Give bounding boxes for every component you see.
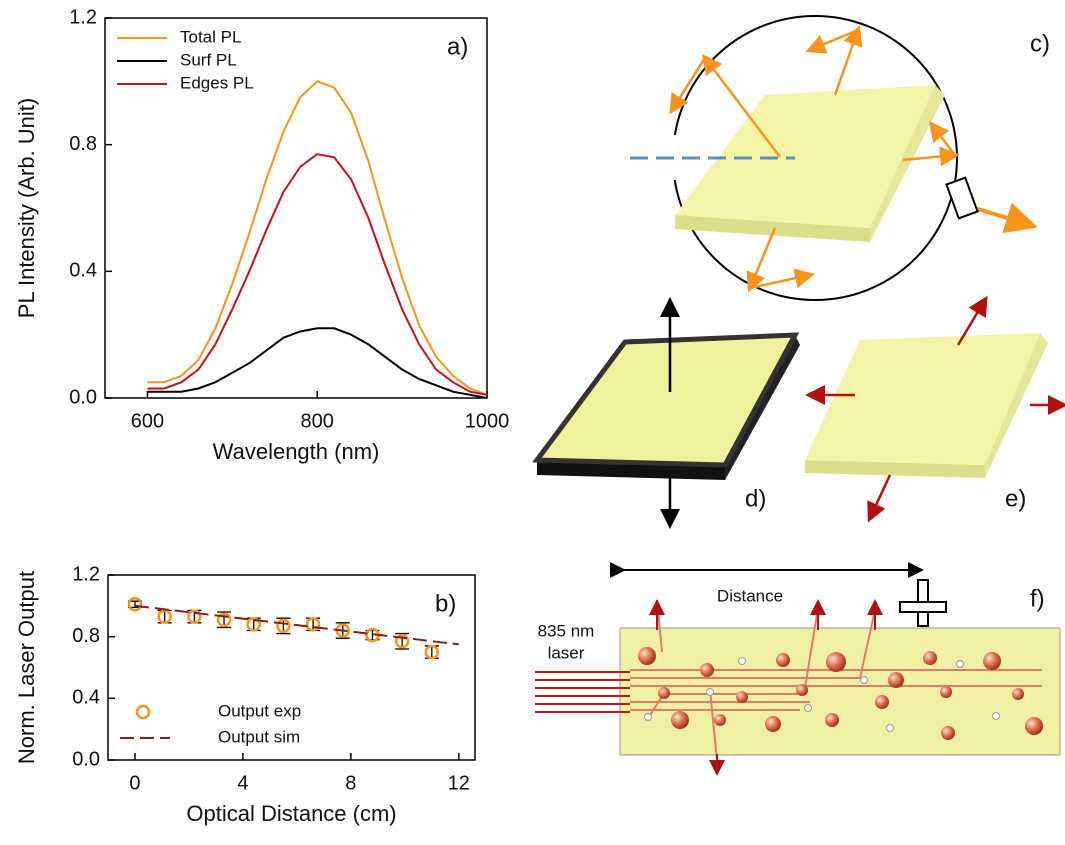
slab [537, 335, 795, 465]
y-tick-label: 1.2 [69, 6, 97, 28]
panel-label: e) [1005, 485, 1026, 512]
x-tick-label: 12 [448, 772, 470, 794]
panel-f: Distance f) 835 nm laser [535, 570, 1060, 772]
laser-lines [535, 672, 630, 712]
x-axis-title: Optical Distance (cm) [186, 801, 396, 826]
panel-label: a) [447, 33, 468, 60]
panel-c: c) [630, 16, 1050, 300]
x-tick-label: 1000 [465, 410, 510, 432]
chart: 600 800 1000 0.0 0.4 0.8 1.2 Wavelength (nm) PL … [14, 6, 509, 464]
data-line [147, 328, 487, 398]
medium [620, 628, 1060, 755]
y-tick-label: 0.0 [72, 748, 100, 770]
legend-label: Edges PL [180, 73, 254, 92]
data-line [135, 606, 459, 645]
y-tick-label: 0.8 [69, 133, 97, 155]
panel-label: d) [745, 485, 766, 512]
laser-label: 835 nm [538, 621, 595, 640]
plot-frame [105, 18, 487, 398]
y-axis-title: PL Intensity (Arb. Unit) [14, 98, 39, 318]
slab [805, 333, 1040, 465]
distance-label: Distance [717, 586, 783, 605]
y-axis-title: Norm. Laser Output [14, 571, 39, 764]
x-tick-label: 800 [301, 410, 334, 432]
y-tick-label: 1.2 [72, 563, 100, 585]
panel-d: d) [537, 302, 800, 524]
panel-label: f) [1030, 585, 1045, 612]
legend-label: Total PL [180, 27, 241, 46]
y-tick-label: 0.8 [72, 625, 100, 647]
legend-label: Output sim [218, 727, 300, 746]
legend-label: Output exp [218, 701, 301, 720]
x-tick-label: 4 [237, 772, 248, 794]
x-tick-label: 8 [345, 772, 356, 794]
panel-label: b) [435, 590, 456, 617]
y-tick-label: 0.0 [69, 386, 97, 408]
legend-marker [137, 706, 149, 718]
chart: 0 4 8 12 0.0 0.4 0.8 1.2 Optical Distance (cm) No… [14, 563, 475, 826]
y-tick-label: 0.4 [72, 687, 100, 709]
legend-label: Surf PL [180, 50, 237, 69]
y-tick-label: 0.4 [69, 260, 97, 282]
detector [946, 178, 977, 219]
x-tick-label: 0 [129, 772, 140, 794]
figure: c) d) e) Distance f) 835 nm laser [0, 0, 1065, 845]
laser-label: laser [548, 643, 585, 662]
detector [900, 580, 946, 626]
data-line [147, 81, 487, 395]
panel-e: e) [805, 300, 1063, 518]
x-axis-title: Wavelength (nm) [213, 439, 380, 464]
panel-label: c) [1030, 30, 1050, 57]
x-tick-label: 600 [131, 410, 164, 432]
